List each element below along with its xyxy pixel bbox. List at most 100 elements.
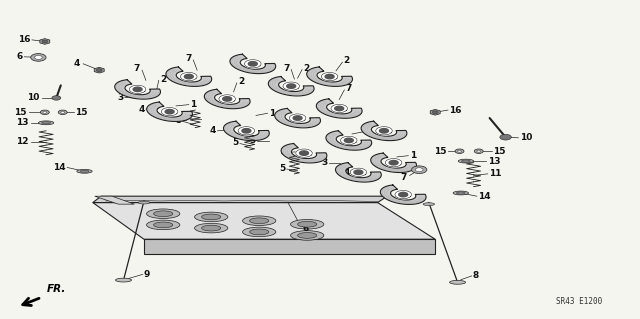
- Polygon shape: [93, 196, 387, 203]
- Text: 4: 4: [210, 126, 216, 135]
- Text: 6: 6: [16, 52, 22, 61]
- Polygon shape: [344, 138, 353, 143]
- Polygon shape: [283, 82, 300, 90]
- Ellipse shape: [250, 218, 269, 224]
- Text: 14: 14: [478, 192, 491, 201]
- Polygon shape: [230, 54, 276, 74]
- Ellipse shape: [250, 229, 269, 235]
- Circle shape: [458, 150, 461, 152]
- Text: 2: 2: [238, 77, 244, 86]
- Text: 1: 1: [410, 151, 416, 160]
- Text: 13: 13: [16, 118, 29, 127]
- Polygon shape: [287, 84, 296, 88]
- Polygon shape: [289, 114, 306, 122]
- Polygon shape: [321, 72, 338, 81]
- Circle shape: [35, 56, 42, 59]
- Text: 10: 10: [520, 133, 532, 142]
- Polygon shape: [166, 67, 212, 86]
- Polygon shape: [115, 80, 161, 99]
- Polygon shape: [94, 67, 104, 73]
- Text: 2: 2: [160, 75, 166, 84]
- Text: 11: 11: [489, 169, 502, 178]
- Ellipse shape: [243, 227, 276, 237]
- Text: 12: 12: [16, 137, 29, 146]
- Polygon shape: [204, 89, 250, 109]
- Ellipse shape: [115, 278, 132, 282]
- Polygon shape: [238, 127, 255, 135]
- Text: 7: 7: [134, 64, 140, 73]
- Polygon shape: [380, 185, 426, 204]
- Polygon shape: [389, 160, 398, 165]
- Polygon shape: [395, 190, 412, 199]
- Polygon shape: [326, 131, 372, 150]
- Polygon shape: [293, 116, 302, 120]
- Text: 4: 4: [280, 148, 287, 157]
- Polygon shape: [331, 104, 348, 113]
- Polygon shape: [147, 102, 193, 122]
- Circle shape: [31, 54, 46, 61]
- Text: 16: 16: [17, 35, 30, 44]
- Polygon shape: [275, 108, 321, 128]
- Circle shape: [40, 110, 49, 115]
- Ellipse shape: [195, 223, 228, 233]
- Text: 15: 15: [493, 147, 506, 156]
- Ellipse shape: [154, 222, 173, 228]
- Circle shape: [455, 149, 464, 153]
- Ellipse shape: [195, 212, 228, 222]
- Ellipse shape: [461, 160, 470, 162]
- Ellipse shape: [202, 214, 221, 220]
- Text: 3: 3: [117, 93, 124, 102]
- Text: 5: 5: [175, 116, 181, 125]
- Polygon shape: [161, 108, 178, 116]
- Text: 5: 5: [232, 138, 239, 147]
- Polygon shape: [268, 77, 314, 96]
- Polygon shape: [300, 151, 308, 155]
- Polygon shape: [95, 196, 134, 204]
- Circle shape: [412, 166, 427, 174]
- Text: 14: 14: [52, 163, 65, 172]
- Circle shape: [58, 110, 67, 115]
- Ellipse shape: [453, 191, 468, 195]
- Polygon shape: [180, 72, 197, 81]
- Circle shape: [97, 69, 102, 71]
- Ellipse shape: [243, 216, 276, 226]
- Circle shape: [474, 149, 483, 153]
- Polygon shape: [165, 109, 174, 114]
- Polygon shape: [129, 85, 146, 93]
- Text: 8: 8: [473, 271, 479, 280]
- Circle shape: [477, 150, 481, 152]
- Text: SR43 E1200: SR43 E1200: [556, 297, 602, 306]
- Circle shape: [415, 168, 423, 172]
- Polygon shape: [350, 168, 367, 176]
- Text: 1: 1: [269, 109, 275, 118]
- Polygon shape: [354, 170, 363, 174]
- Polygon shape: [385, 159, 402, 167]
- Text: 10: 10: [28, 93, 40, 102]
- Polygon shape: [430, 109, 440, 115]
- Ellipse shape: [291, 219, 324, 229]
- Polygon shape: [361, 121, 407, 141]
- Polygon shape: [335, 106, 344, 111]
- Polygon shape: [399, 192, 408, 197]
- Polygon shape: [248, 62, 257, 66]
- Polygon shape: [133, 87, 142, 92]
- Ellipse shape: [298, 233, 317, 238]
- Polygon shape: [40, 39, 50, 44]
- Text: 6: 6: [302, 224, 308, 233]
- Ellipse shape: [77, 169, 92, 173]
- Text: 1: 1: [365, 127, 371, 136]
- Ellipse shape: [423, 203, 435, 206]
- Polygon shape: [223, 97, 232, 101]
- Ellipse shape: [42, 122, 51, 124]
- Ellipse shape: [458, 159, 474, 163]
- Polygon shape: [144, 239, 435, 254]
- Text: 7: 7: [283, 64, 289, 73]
- Text: 9: 9: [144, 270, 150, 279]
- Ellipse shape: [138, 201, 150, 204]
- Text: 15: 15: [14, 108, 27, 117]
- Text: 4: 4: [343, 168, 349, 177]
- Circle shape: [52, 96, 61, 100]
- Polygon shape: [93, 203, 435, 239]
- Polygon shape: [184, 74, 193, 79]
- Polygon shape: [242, 129, 251, 133]
